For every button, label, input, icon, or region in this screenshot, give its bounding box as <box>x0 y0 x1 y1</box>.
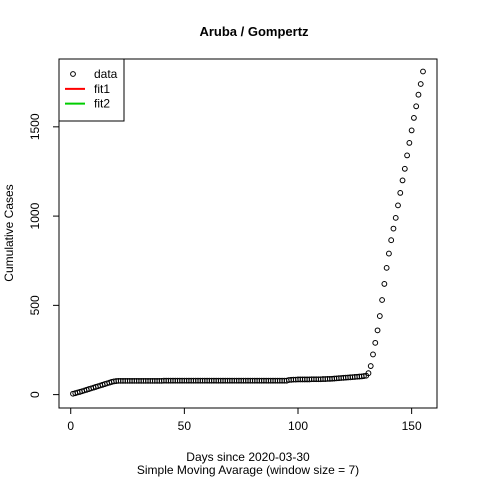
data-point <box>376 313 383 319</box>
x-tick-label: 100 <box>288 419 308 433</box>
data-point <box>374 327 381 334</box>
subtitle: Simple Moving Avarage (window size = 7) <box>137 463 359 477</box>
data-point <box>361 373 367 379</box>
data-point <box>404 152 410 159</box>
data-point <box>408 127 415 134</box>
data-point <box>365 370 372 377</box>
data-point <box>415 91 422 98</box>
data-point <box>395 202 401 209</box>
data-point <box>417 81 424 87</box>
legend-label: fit2 <box>94 97 110 111</box>
y-tick-label: 1000 <box>28 202 42 229</box>
y-axis-label: Cumulative Cases <box>2 184 16 281</box>
data-point <box>401 165 408 172</box>
x-tick-label: 150 <box>402 419 422 433</box>
data-point <box>367 363 374 369</box>
legend-label: fit1 <box>94 82 110 96</box>
data-point <box>381 281 388 287</box>
x-tick-label: 0 <box>67 419 74 433</box>
legend-marker <box>70 71 76 77</box>
data-point <box>413 103 420 110</box>
x-tick-label: 50 <box>178 419 192 433</box>
data-point <box>390 225 397 232</box>
data-point <box>386 250 392 257</box>
data-point <box>383 264 390 271</box>
y-tick-label: 1500 <box>28 113 42 140</box>
legend-label: data <box>94 67 118 81</box>
x-axis-label: Days since 2020-03-30 <box>186 450 310 464</box>
y-tick-label: 0 <box>28 391 42 398</box>
data-point <box>397 189 404 196</box>
data-point <box>399 177 406 184</box>
data-point <box>392 214 399 221</box>
data-point <box>388 237 395 244</box>
data-point <box>379 297 385 303</box>
data-point <box>372 339 379 346</box>
data-point <box>420 68 426 75</box>
legend-box <box>58 58 125 122</box>
data-point <box>411 115 417 121</box>
data-point <box>370 351 376 358</box>
data-point <box>406 140 413 146</box>
chart-title: Aruba / Gompertz <box>199 24 309 39</box>
y-tick-label: 500 <box>28 295 42 315</box>
